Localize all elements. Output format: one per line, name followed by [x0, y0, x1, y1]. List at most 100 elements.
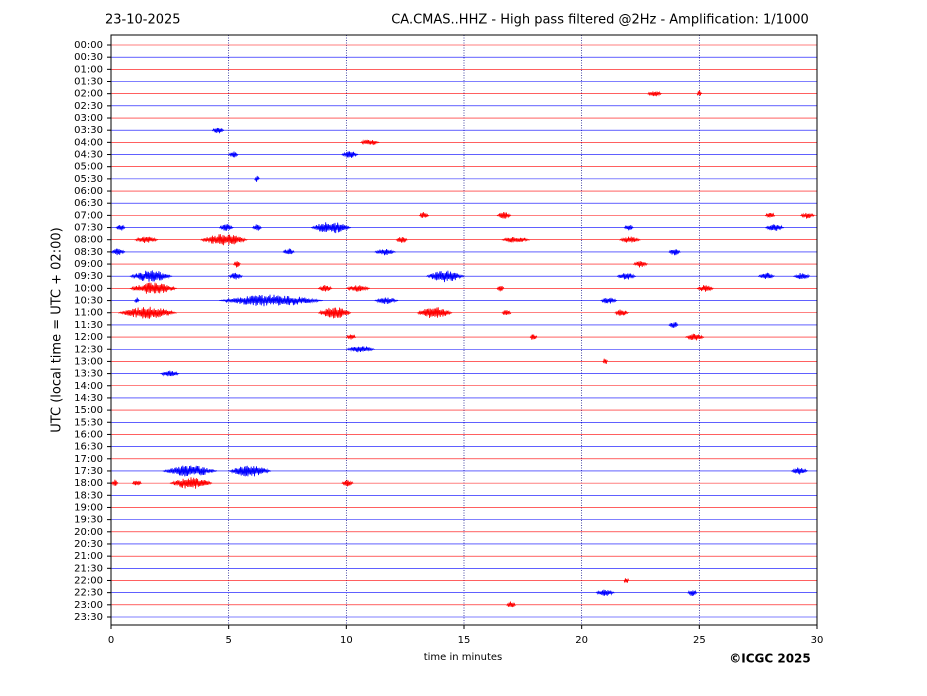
y-tick-label: 02:30 — [74, 101, 103, 112]
seismic-burst — [282, 248, 295, 255]
y-tick-label: 09:30 — [74, 271, 103, 282]
y-tick-label: 22:30 — [74, 588, 103, 599]
y-tick-label: 13:30 — [74, 369, 103, 380]
seismic-burst — [346, 346, 375, 353]
seismic-burst — [685, 333, 705, 341]
seismic-burst — [219, 294, 323, 307]
seismic-burst — [800, 212, 815, 219]
seismic-burst — [346, 285, 371, 292]
y-tick-label: 21:00 — [74, 551, 103, 562]
seismic-burst — [623, 225, 634, 231]
y-tick-label: 16:30 — [74, 442, 103, 453]
seismic-burst — [419, 212, 429, 218]
y-tick-label: 07:30 — [74, 223, 103, 234]
y-axis-label: UTC (local time = UTC + 02:00) — [50, 227, 65, 432]
y-tick-label: 18:30 — [74, 490, 103, 501]
seismic-burst — [496, 286, 505, 292]
x-axis-label: time in minutes — [424, 652, 503, 663]
x-tick-label: 5 — [225, 635, 231, 646]
y-tick-label: 08:30 — [74, 247, 103, 258]
seismic-burst — [162, 465, 218, 477]
seismic-burst — [602, 358, 608, 364]
chart-date: 23-10-2025 — [105, 13, 181, 28]
y-tick-label: 00:00 — [74, 40, 103, 51]
seismic-burst — [254, 175, 260, 182]
y-tick-label: 22:00 — [74, 575, 103, 586]
seismic-burst — [758, 272, 775, 279]
seismic-burst — [395, 236, 408, 243]
seismic-burst — [496, 211, 512, 219]
y-tick-label: 03:00 — [74, 113, 103, 124]
seismic-burst — [765, 224, 785, 231]
seismic-burst — [317, 307, 352, 319]
y-tick-label: 12:30 — [74, 344, 103, 355]
y-tick-label: 06:00 — [74, 186, 103, 197]
x-tick-label: 20 — [575, 635, 588, 646]
y-tick-label: 01:00 — [74, 64, 103, 75]
seismic-burst — [169, 477, 213, 489]
seismic-burst — [219, 224, 234, 231]
y-tick-label: 08:00 — [74, 235, 103, 246]
seismic-burst — [616, 273, 636, 280]
y-tick-label: 15:00 — [74, 405, 103, 416]
y-tick-label: 14:00 — [74, 381, 103, 392]
y-tick-label: 18:00 — [74, 478, 103, 489]
y-tick-label: 17:30 — [74, 466, 103, 477]
seismic-burst — [600, 297, 618, 304]
seismic-burst — [374, 249, 396, 256]
y-tick-label: 06:30 — [74, 198, 103, 209]
seismic-burst — [360, 139, 380, 146]
seismic-burst — [346, 334, 356, 340]
seismic-burst — [317, 285, 333, 292]
y-tick-label: 07:00 — [74, 210, 103, 221]
y-tick-label: 15:30 — [74, 417, 103, 428]
seismic-burst — [233, 261, 241, 268]
seismic-burst — [619, 236, 641, 243]
seismic-burst — [696, 285, 714, 292]
y-tick-label: 05:30 — [74, 174, 103, 185]
x-tick-label: 0 — [108, 635, 114, 646]
y-tick-label: 03:30 — [74, 125, 103, 136]
seismic-burst — [134, 236, 159, 243]
seismic-burst — [252, 224, 262, 231]
seismic-burst — [623, 577, 630, 584]
y-tick-label: 14:30 — [74, 393, 103, 404]
x-tick-label: 10 — [340, 635, 353, 646]
y-tick-label: 16:00 — [74, 429, 103, 440]
seismic-burst — [416, 307, 453, 319]
y-tick-label: 13:00 — [74, 356, 103, 367]
seismic-burst — [228, 272, 243, 280]
seismic-burst — [310, 222, 352, 234]
seismic-burst — [200, 234, 248, 246]
y-tick-label: 20:30 — [74, 539, 103, 550]
seismic-burst — [115, 224, 126, 231]
seismic-burst — [129, 270, 173, 282]
seismic-burst — [134, 297, 140, 303]
y-tick-label: 11:00 — [74, 308, 103, 319]
seismic-burst — [341, 151, 359, 158]
seismic-burst — [595, 589, 615, 596]
y-tick-label: 10:30 — [74, 296, 103, 307]
seismic-burst — [228, 465, 272, 477]
seismic-burst — [790, 467, 808, 475]
y-tick-label: 00:30 — [74, 52, 103, 63]
seismic-burst — [614, 309, 629, 316]
x-tick-label: 15 — [458, 635, 471, 646]
y-tick-label: 21:30 — [74, 563, 103, 574]
seismic-burst — [131, 480, 142, 486]
seismic-burst — [668, 249, 681, 256]
seismic-burst — [426, 270, 465, 283]
seismic-burst — [110, 479, 119, 486]
seismic-burst — [696, 90, 703, 96]
x-tick-label: 30 — [811, 635, 824, 646]
seismic-burst — [228, 151, 239, 158]
y-tick-label: 11:30 — [74, 320, 103, 331]
seismic-burst — [633, 260, 648, 268]
copyright: ©ICGC 2025 — [729, 652, 811, 666]
y-tick-label: 10:00 — [74, 283, 103, 294]
seismic-burst — [160, 370, 180, 377]
seismic-burst — [764, 212, 775, 218]
seismic-burst — [793, 272, 811, 280]
y-tick-label: 09:00 — [74, 259, 103, 270]
